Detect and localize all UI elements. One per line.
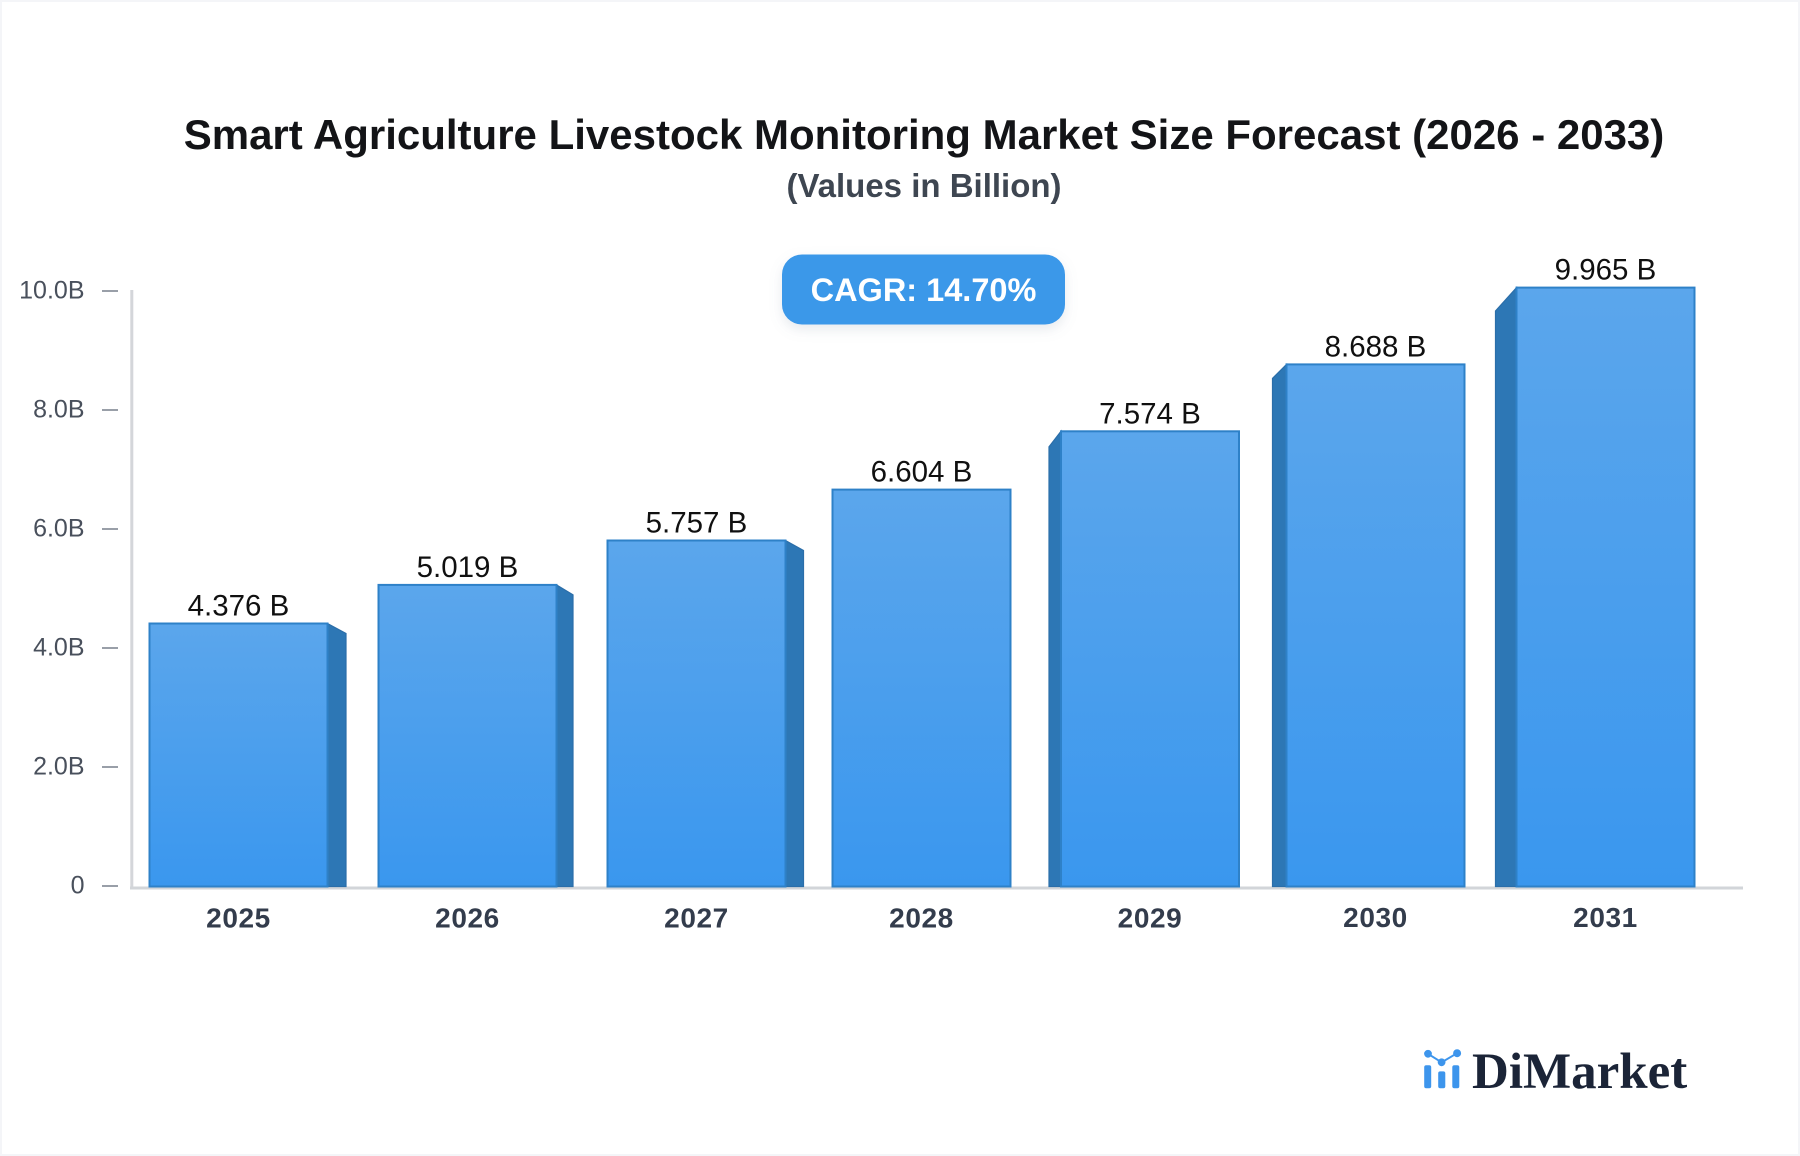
svg-text:4.0B: 4.0B bbox=[33, 634, 84, 662]
svg-text:2.0B: 2.0B bbox=[33, 753, 84, 781]
svg-text:2030: 2030 bbox=[1343, 902, 1408, 933]
svg-text:2027: 2027 bbox=[664, 903, 729, 934]
svg-text:(Values in Billion): (Values in Billion) bbox=[786, 167, 1061, 204]
svg-text:7.574 B: 7.574 B bbox=[1099, 397, 1201, 430]
svg-text:0: 0 bbox=[71, 872, 85, 900]
svg-text:8.688 B: 8.688 B bbox=[1325, 330, 1427, 363]
svg-text:CAGR: 14.70%: CAGR: 14.70% bbox=[811, 272, 1037, 308]
svg-text:5.757 B: 5.757 B bbox=[646, 507, 748, 540]
svg-text:5.019 B: 5.019 B bbox=[417, 551, 519, 584]
svg-text:9.965 B: 9.965 B bbox=[1555, 254, 1657, 287]
svg-text:2031: 2031 bbox=[1573, 902, 1638, 933]
svg-text:2026: 2026 bbox=[435, 903, 500, 934]
svg-text:8.0B: 8.0B bbox=[33, 396, 84, 424]
svg-text:4.376 B: 4.376 B bbox=[188, 590, 290, 623]
svg-text:10.0B: 10.0B bbox=[19, 277, 84, 305]
svg-text:DiMarket: DiMarket bbox=[1472, 1044, 1687, 1100]
svg-text:Smart Agriculture Livestock Mo: Smart Agriculture Livestock Monitoring M… bbox=[184, 111, 1665, 158]
svg-text:6.0B: 6.0B bbox=[33, 515, 84, 543]
svg-text:6.604 B: 6.604 B bbox=[871, 456, 973, 489]
svg-text:2025: 2025 bbox=[206, 903, 271, 934]
svg-text:2029: 2029 bbox=[1118, 903, 1183, 934]
svg-text:2028: 2028 bbox=[889, 903, 954, 934]
